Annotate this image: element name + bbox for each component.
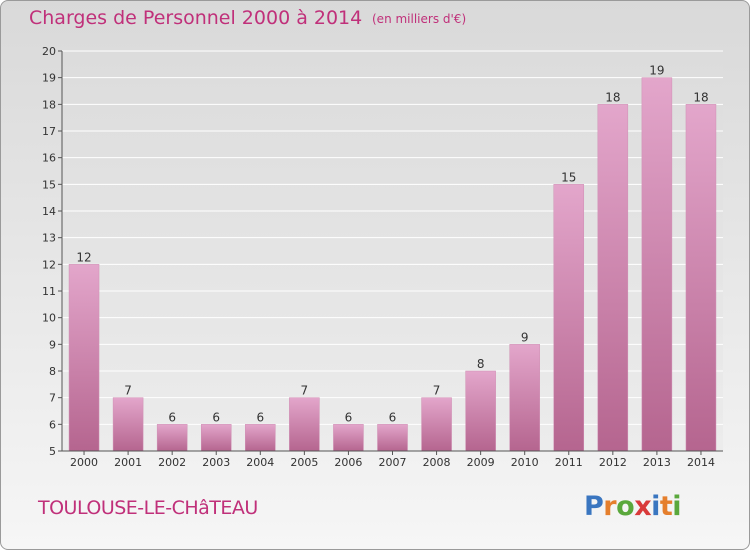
x-tick-label: 2003 bbox=[202, 456, 230, 469]
bar bbox=[68, 264, 100, 452]
bar-value-label: 6 bbox=[256, 410, 264, 424]
y-tick-label: 8 bbox=[49, 365, 56, 378]
bar bbox=[377, 424, 408, 452]
bar-value-label: 19 bbox=[649, 64, 664, 78]
bar-value-label: 7 bbox=[433, 384, 441, 398]
x-tick-label: 2010 bbox=[511, 456, 539, 469]
logo-letter: P bbox=[584, 491, 604, 522]
chart-subtitle: (en milliers d'€) bbox=[372, 12, 467, 26]
bar-value-label: 6 bbox=[345, 410, 353, 424]
x-tick-label: 2000 bbox=[70, 456, 98, 469]
logo-letter: x bbox=[634, 491, 652, 522]
proxiti-logo: Proxiti bbox=[584, 491, 682, 522]
logo-letter: o bbox=[616, 491, 635, 522]
bar bbox=[465, 370, 496, 452]
bar-value-label: 18 bbox=[693, 90, 708, 104]
chart-title: Charges de Personnel 2000 à 2014 bbox=[29, 7, 363, 29]
y-tick-label: 12 bbox=[42, 258, 56, 271]
logo-letter: t bbox=[659, 491, 673, 522]
y-tick-label: 10 bbox=[42, 312, 56, 325]
x-tick-label: 2009 bbox=[467, 456, 495, 469]
y-tick-label: 16 bbox=[42, 152, 56, 165]
bar bbox=[685, 104, 717, 452]
y-tick-label: 14 bbox=[42, 205, 56, 218]
bar bbox=[333, 424, 364, 452]
y-tick-label: 15 bbox=[42, 178, 56, 191]
bar bbox=[200, 424, 232, 452]
y-tick-label: 17 bbox=[42, 125, 56, 138]
bar-value-label: 8 bbox=[477, 357, 485, 371]
bar bbox=[421, 397, 452, 452]
x-tick-label: 2014 bbox=[687, 456, 715, 469]
y-tick-label: 9 bbox=[49, 338, 56, 351]
x-tick-label: 2011 bbox=[555, 456, 583, 469]
x-tick-label: 2012 bbox=[599, 456, 627, 469]
y-tick-label: 20 bbox=[42, 45, 56, 58]
bar bbox=[112, 397, 144, 452]
bar bbox=[245, 424, 276, 452]
x-tick-label: 2008 bbox=[423, 456, 451, 469]
bar bbox=[553, 184, 585, 452]
logo-letter: i bbox=[651, 491, 660, 522]
bar-value-label: 12 bbox=[76, 250, 91, 264]
y-tick-label: 13 bbox=[42, 232, 56, 245]
bar-value-label: 7 bbox=[124, 384, 132, 398]
logo-letter: r bbox=[603, 491, 617, 522]
bar-value-label: 6 bbox=[212, 410, 220, 424]
bar bbox=[597, 104, 629, 452]
bar bbox=[289, 397, 320, 452]
bar-value-label: 6 bbox=[389, 410, 397, 424]
x-tick-label: 2006 bbox=[334, 456, 362, 469]
bar-value-label: 7 bbox=[301, 384, 309, 398]
x-tick-label: 2005 bbox=[290, 456, 318, 469]
y-tick-label: 19 bbox=[42, 72, 56, 85]
bar bbox=[156, 424, 188, 452]
bar bbox=[641, 77, 673, 452]
bar-value-label: 15 bbox=[561, 170, 576, 184]
x-tick-label: 2004 bbox=[246, 456, 274, 469]
x-tick-label: 2001 bbox=[114, 456, 142, 469]
commune-name: TOULOUSE-LE-CHâTEAU bbox=[38, 497, 258, 519]
x-tick-label: 2013 bbox=[643, 456, 671, 469]
x-tick-label: 2007 bbox=[379, 456, 407, 469]
x-tick-label: 2002 bbox=[158, 456, 186, 469]
y-tick-label: 11 bbox=[42, 285, 56, 298]
logo-letter: i bbox=[672, 491, 682, 522]
bar-value-label: 6 bbox=[168, 410, 176, 424]
bar-value-label: 9 bbox=[521, 330, 529, 344]
bar-value-label: 18 bbox=[605, 90, 620, 104]
bar bbox=[509, 344, 540, 452]
y-tick-label: 18 bbox=[42, 98, 56, 111]
y-tick-label: 7 bbox=[49, 392, 56, 405]
y-tick-label: 5 bbox=[49, 445, 56, 458]
y-tick-label: 6 bbox=[49, 418, 56, 431]
